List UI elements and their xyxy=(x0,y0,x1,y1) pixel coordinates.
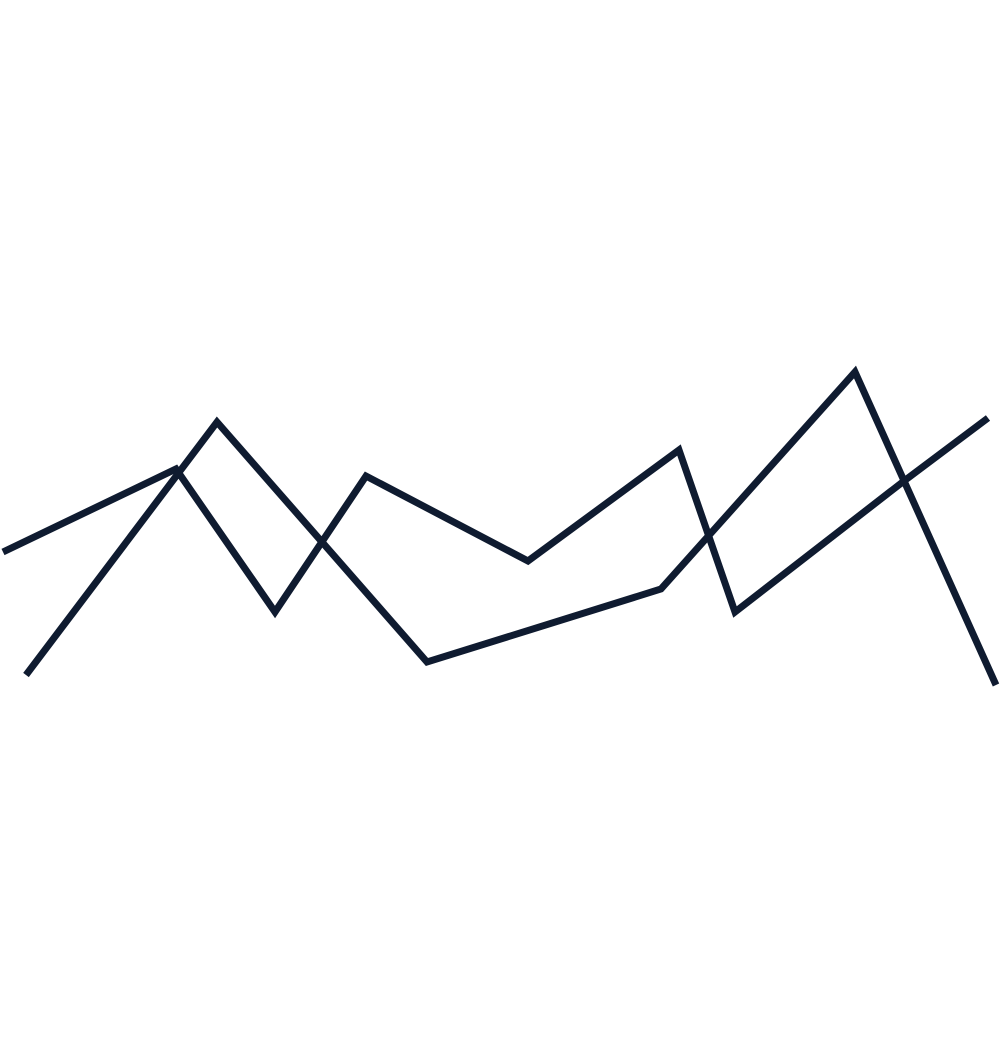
zigzag-line-a xyxy=(1,415,991,619)
zigzag-line-b xyxy=(23,365,1000,687)
